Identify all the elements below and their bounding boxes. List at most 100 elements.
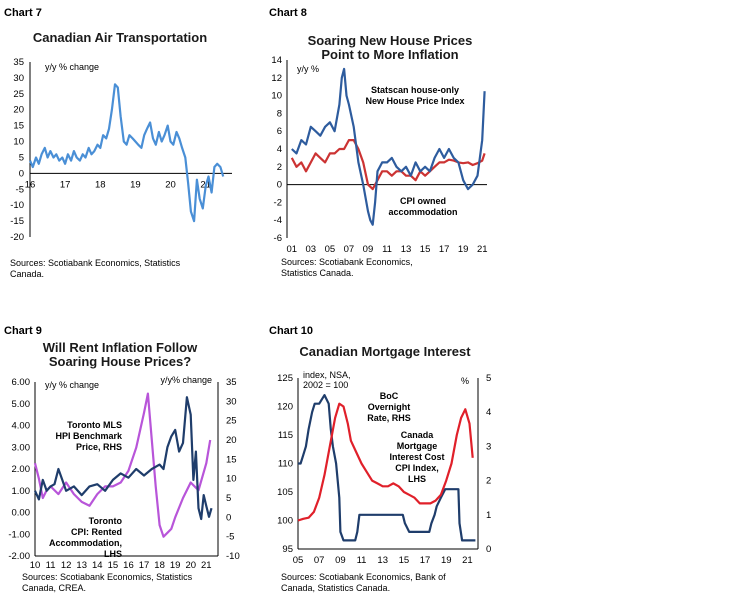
- chart-8-x-tick-7: 15: [420, 244, 431, 255]
- chart-9-label: Chart 9: [4, 325, 42, 337]
- chart-10-left-label-1: index, NSA,: [303, 370, 351, 380]
- chart-8-title-2: Point to More Inflation: [321, 47, 458, 62]
- chart-10-x-tick-8: 21: [462, 555, 473, 566]
- chart-9-x-tick-7: 17: [139, 560, 150, 571]
- chart-7-y-tick-0: 35: [13, 57, 24, 68]
- chart-9-left-tick-6: 0.00: [12, 508, 31, 519]
- chart-8-title-1: Soaring New House Prices: [308, 33, 473, 48]
- chart-7-y-tick-5: 10: [13, 137, 24, 148]
- chart-10-right-tick-5: 0: [486, 544, 491, 555]
- chart-9-x-tick-8: 18: [154, 560, 165, 571]
- chart-10-left-tick-0: 125: [277, 373, 293, 384]
- chart-10-left-tick-2: 115: [278, 430, 293, 441]
- chart-9-x-tick-11: 21: [201, 560, 212, 571]
- chart-9-left-tick-5: 1.00: [12, 486, 31, 497]
- chart-10-annotation-mortgage-line-4: CPI Index,: [395, 463, 439, 473]
- chart-10-left-label-2: 2002 = 100: [303, 380, 348, 390]
- chart-10-right-tick-3: 2: [486, 476, 491, 487]
- chart-7-y-tick-1: 30: [13, 73, 24, 84]
- chart-8-series-nhpi-line: [291, 67, 486, 226]
- chart-10-annotation-mortgage-line-2: Mortgage: [397, 441, 438, 451]
- chart-8-y-tick-10: -6: [274, 233, 282, 244]
- chart-9-left-label: y/y % change: [45, 380, 99, 390]
- chart-7-x-tick-0: 16: [25, 179, 36, 190]
- chart-7-y-tick-3: 20: [13, 105, 24, 116]
- chart-10-annotation-mortgage-line-5: LHS: [408, 474, 426, 484]
- chart-10-panel: Chart 10 Canadian Mortgage Interest 125 12…: [265, 320, 515, 593]
- chart-10-annotation-mortgage-line-3: Interest Cost: [389, 452, 444, 462]
- chart-9-right-label: y/y% change: [160, 375, 212, 385]
- chart-7-y-tick-8: -5: [16, 184, 24, 195]
- chart-8-x-tick-4: 09: [363, 244, 374, 255]
- chart-9-left-tick-4: 2.00: [12, 464, 31, 475]
- chart-7-y-tick-6: 5: [19, 152, 24, 163]
- chart-8-x-tick-10: 21: [477, 244, 488, 255]
- chart-9-x-tick-4: 14: [92, 560, 103, 571]
- chart-8-x-tick-1: 03: [306, 244, 317, 255]
- chart-9-right-tick-3: 20: [226, 435, 237, 446]
- chart-9-left-tick-7: -1.00: [8, 529, 30, 540]
- chart-9-annotation-rent-line-1: Toronto: [89, 516, 123, 526]
- chart-9-left-tick-2: 4.00: [12, 421, 31, 432]
- chart-9-series-hpi-line: [33, 392, 212, 538]
- chart-9-annotation-hpi-line-2: HPI Benchmark: [55, 431, 123, 441]
- chart-7-y-tick-9: -10: [10, 200, 24, 211]
- chart-7-y-tick-11: -20: [10, 232, 24, 243]
- chart-9-right-tick-0: 35: [226, 377, 237, 388]
- chart-10-right-tick-0: 5: [486, 373, 491, 384]
- chart-9-right-tick-7: 0: [226, 512, 231, 523]
- chart-10-source: Sources: Scotiabank Economics, Bank of C…: [281, 572, 446, 594]
- chart-9-x-tick-6: 16: [123, 560, 134, 571]
- chart-8-y-tick-7: 0: [277, 180, 282, 191]
- chart-9-right-tick-6: 5: [226, 493, 231, 504]
- chart-9-source-line-2: Canada, CREA.: [22, 583, 87, 593]
- chart-7-source: Sources: Scotiabank Economics, Statistic…: [10, 258, 181, 279]
- chart-8-x-tick-0: 01: [286, 244, 297, 255]
- chart-9-right-tick-8: -5: [226, 532, 234, 543]
- chart-8-x-tick-9: 19: [458, 244, 469, 255]
- chart-8-x-tick-6: 13: [401, 244, 412, 255]
- chart-10-x-tick-6: 17: [420, 555, 431, 566]
- chart-7-title-1: Canadian Air Transportation: [33, 30, 207, 45]
- chart-9-right-tick-2: 25: [226, 416, 237, 427]
- chart-8-series-cpi-line: [290, 138, 486, 191]
- chart-8-annotation-cpi-line-1: CPI owned: [400, 196, 446, 206]
- chart-10-left-tick-5: 100: [277, 516, 293, 527]
- chart-8-y-tick-3: 8: [277, 108, 282, 119]
- chart-7-panel: Chart 7 Canadian Air Transportation 35 30 2…: [0, 0, 265, 290]
- chart-8-y-tick-4: 6: [277, 126, 282, 137]
- chart-9-annotation-rent-line-2: CPI: Rented: [71, 527, 122, 537]
- chart-8-y-tick-2: 10: [271, 91, 282, 102]
- chart-10-annotation-mortgage-line-1: Canada: [401, 430, 435, 440]
- chart-9-right-tick-9: -10: [226, 551, 240, 562]
- chart-9-x-tick-3: 13: [76, 560, 87, 571]
- chart-10-series-mortgage-line: [297, 402, 474, 522]
- chart-8-label: Chart 8: [269, 7, 307, 19]
- chart-7-series-line: [28, 83, 225, 223]
- chart-7-x-tick-4: 20: [165, 179, 176, 190]
- chart-9-right-tick-1: 30: [226, 396, 237, 407]
- chart-8-y-tick-8: -2: [274, 197, 282, 208]
- chart-9-x-tick-5: 15: [108, 560, 119, 571]
- chart-9-annotation-rent-line-4: LHS: [104, 549, 122, 559]
- chart-8-source-line-2: Statistics Canada.: [281, 268, 354, 278]
- chart-10-x-tick-5: 15: [399, 555, 410, 566]
- chart-8-x-tick-8: 17: [439, 244, 450, 255]
- chart-8-x-tick-2: 05: [325, 244, 336, 255]
- chart-8-x-tick-5: 11: [382, 244, 392, 255]
- chart-8-x-tick-3: 07: [344, 244, 355, 255]
- chart-9-x-tick-9: 19: [170, 560, 181, 571]
- chart-10-right-tick-4: 1: [486, 510, 491, 521]
- chart-10-annotation-boc-line-3: Rate, RHS: [367, 413, 411, 423]
- chart-7-y-tick-2: 25: [13, 89, 24, 100]
- chart-8-annotation-cpi-line-2: accommodation: [388, 207, 457, 217]
- chart-7-x-tick-1: 17: [60, 179, 71, 190]
- chart-8-panel: Chart 8 Soaring New House Prices Point to…: [265, 0, 515, 290]
- chart-10-source-line-2: Canada, Statistics Canada.: [281, 583, 391, 593]
- chart-9-panel: Chart 9 Will Rent Inflation Follow Soarin…: [0, 320, 265, 593]
- chart-9-annotation-hpi-line-1: Toronto MLS: [67, 420, 122, 430]
- chart-10-x-tick-4: 13: [377, 555, 388, 566]
- chart-10-annotation-boc-line-1: BoC: [380, 391, 399, 401]
- chart-7-y-label: y/y % change: [45, 62, 99, 72]
